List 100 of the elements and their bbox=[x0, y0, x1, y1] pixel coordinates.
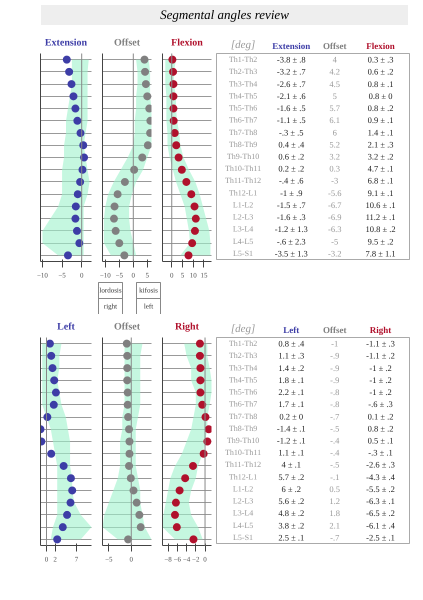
point bbox=[124, 535, 132, 544]
point bbox=[124, 400, 132, 409]
category-label: Th2-Th3 bbox=[228, 351, 258, 360]
chart-title: Offset bbox=[114, 38, 141, 48]
data-label: -6.1 ± .4 bbox=[366, 520, 396, 530]
point bbox=[68, 486, 76, 494]
data-label: 4.5 bbox=[329, 78, 340, 89]
data-label: 0.1 ± .2 bbox=[368, 411, 394, 422]
data-label: -.8 bbox=[330, 399, 340, 410]
data-label: -3 bbox=[331, 176, 338, 186]
point bbox=[110, 202, 119, 210]
chart-title: Offset bbox=[114, 322, 141, 332]
y-axis-title: [deg] bbox=[230, 39, 256, 52]
data-label: -3.2 ± .7 bbox=[276, 66, 306, 77]
data-label: 0.8 ± .1 bbox=[368, 78, 394, 89]
point bbox=[115, 239, 124, 248]
data-label: 2.2 ± .1 bbox=[278, 387, 304, 398]
data-label: 1.1 ± .1 bbox=[278, 448, 304, 458]
point bbox=[123, 376, 132, 384]
data-label: 2.1 bbox=[329, 520, 340, 530]
data-label: 6.1 bbox=[329, 115, 340, 126]
category-label: Th8-Th9 bbox=[228, 140, 258, 149]
point bbox=[196, 364, 204, 372]
data-label: -.4 bbox=[330, 436, 340, 446]
data-label: -1.2 ± 1.3 bbox=[274, 224, 308, 234]
point bbox=[187, 190, 196, 198]
chart-title: Right bbox=[175, 322, 200, 332]
chart-title: Flexion bbox=[366, 41, 395, 52]
point bbox=[135, 510, 144, 519]
data-label: -1.1 ± .5 bbox=[276, 115, 306, 126]
data-label: -5.6 bbox=[328, 188, 342, 198]
point bbox=[66, 474, 75, 482]
data-label: -6.9 bbox=[328, 212, 342, 222]
data-label: -2.1 ± .6 bbox=[276, 90, 306, 101]
data-label: 0.9 ± .1 bbox=[368, 115, 394, 126]
data-label: 0.3 ± .3 bbox=[368, 54, 394, 65]
data-label: 11.2 ± .1 bbox=[366, 212, 396, 222]
data-label: 0.6 ± .2 bbox=[368, 66, 394, 77]
point bbox=[53, 535, 62, 544]
category-label: L4-L5 bbox=[232, 236, 254, 246]
point bbox=[72, 202, 80, 210]
data-label: 0.5 bbox=[329, 484, 340, 494]
category-label: Th6-Th7 bbox=[228, 116, 258, 125]
data-label: 7.8 ± 1.1 bbox=[365, 248, 396, 258]
point bbox=[181, 474, 190, 482]
data-label: 9.1 ± .1 bbox=[368, 188, 394, 198]
category-label: Th1-Th2 bbox=[228, 55, 258, 64]
point bbox=[172, 141, 180, 150]
point bbox=[189, 462, 198, 470]
data-label: 10.8 ± .2 bbox=[365, 224, 396, 234]
point bbox=[176, 486, 184, 494]
data-label: -.6 ± .3 bbox=[368, 399, 393, 410]
category-label: Th11-Th12 bbox=[224, 460, 262, 470]
point bbox=[69, 92, 78, 100]
data-label: 6 bbox=[332, 127, 337, 138]
data-label: 0.8 ± .2 bbox=[368, 423, 394, 434]
data-label: 1.4 ± .2 bbox=[278, 362, 304, 373]
data-label: 0.4 ± .4 bbox=[278, 139, 305, 150]
data-label: -.5 bbox=[330, 423, 340, 434]
data-label: 3.2 ± .2 bbox=[368, 152, 394, 162]
data-label: -.5 bbox=[330, 460, 340, 470]
point bbox=[123, 352, 132, 360]
point bbox=[196, 388, 204, 397]
point bbox=[46, 340, 54, 348]
data-label: 4 ± .1 bbox=[282, 460, 302, 470]
data-label: -2.5 ± .1 bbox=[366, 532, 395, 542]
data-label: 1.8 bbox=[329, 508, 340, 518]
point bbox=[120, 178, 129, 186]
data-label: -.3 ± .1 bbox=[368, 448, 393, 458]
data-label: 5.7 bbox=[329, 103, 340, 114]
data-label: -.3 ± .5 bbox=[279, 127, 304, 138]
data-label: -.8 bbox=[330, 387, 340, 398]
category-label: Th12-L1 bbox=[228, 472, 258, 482]
data-label: 5.6 ± .2 bbox=[278, 496, 304, 506]
data-label: -3.5 ± 1.3 bbox=[274, 248, 308, 258]
data-label: 0.8 ± .2 bbox=[368, 103, 394, 114]
point bbox=[192, 214, 200, 223]
data-label: 6 ± .2 bbox=[282, 484, 302, 494]
point bbox=[71, 104, 80, 113]
point bbox=[124, 413, 132, 422]
point bbox=[172, 498, 180, 507]
point bbox=[74, 190, 82, 198]
point bbox=[174, 154, 183, 162]
point bbox=[124, 388, 132, 397]
point bbox=[189, 535, 198, 544]
category-label: Th1-Th2 bbox=[228, 339, 258, 348]
data-label: 0.8 ± .4 bbox=[278, 338, 305, 349]
data-label: -.4 bbox=[330, 448, 340, 458]
point bbox=[141, 68, 150, 76]
data-label: 0.8 ± 0 bbox=[368, 90, 392, 101]
data-label: 4.2 bbox=[329, 66, 340, 77]
point bbox=[73, 116, 82, 125]
data-label: -6.7 bbox=[328, 200, 342, 210]
data-label: 1.1 ± .3 bbox=[278, 350, 304, 361]
point bbox=[138, 154, 146, 162]
data-label: -3.2 bbox=[328, 248, 342, 258]
data-label: -.7 bbox=[330, 411, 340, 422]
data-label: -1 ± .2 bbox=[369, 387, 392, 398]
data-label: -1.6 ± .5 bbox=[276, 103, 306, 114]
category-label: Th5-Th6 bbox=[228, 388, 258, 397]
